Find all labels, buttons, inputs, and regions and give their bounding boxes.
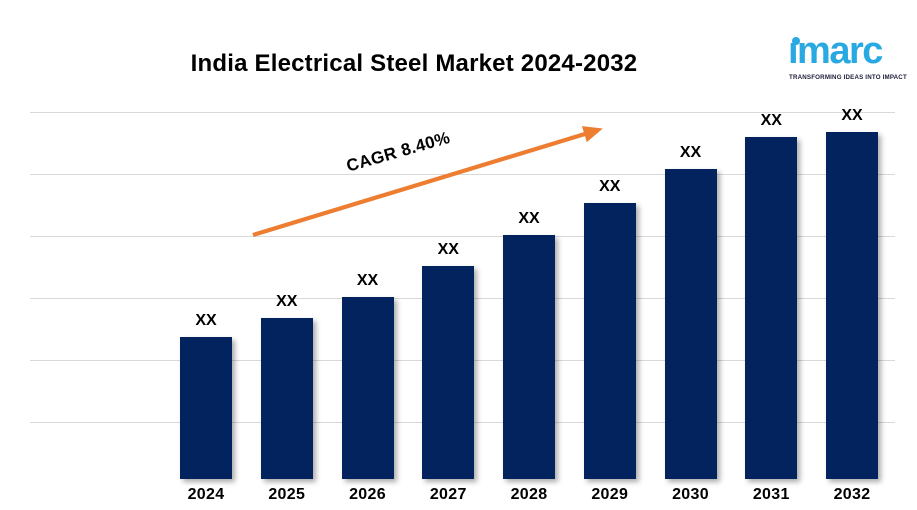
bar-2025 xyxy=(260,318,313,479)
logo-i-dot-icon xyxy=(792,37,800,45)
gridline xyxy=(30,112,895,113)
x-tick-2024: 2024 xyxy=(187,486,225,503)
x-tick-2028: 2028 xyxy=(510,486,548,503)
value-label-2027: XX xyxy=(437,241,459,258)
value-label-2029: XX xyxy=(599,178,621,195)
x-tick-2027: 2027 xyxy=(429,486,467,503)
value-label-2030: XX xyxy=(679,144,702,161)
x-tick-2026: 2026 xyxy=(349,486,386,503)
bar-2032 xyxy=(826,132,878,479)
bar-2029 xyxy=(583,203,636,479)
bar-2030 xyxy=(664,169,717,479)
cagr-label: CAGR 8.40% xyxy=(344,127,453,176)
imarc-logo: ımarc TRANSFORMING IDEAS INTO IMPACT xyxy=(0,0,917,100)
value-label-2031: XX xyxy=(760,112,782,129)
value-label-2024: XX xyxy=(195,312,217,329)
bar-2028 xyxy=(503,235,555,479)
x-tick-2029: 2029 xyxy=(591,486,629,503)
x-tick-2031: 2031 xyxy=(752,486,790,503)
bar-2024 xyxy=(180,337,232,479)
value-label-2026: XX xyxy=(356,272,379,289)
x-tick-2030: 2030 xyxy=(672,486,709,503)
logo-wordmark: ımarc xyxy=(788,30,883,72)
x-tick-2032: 2032 xyxy=(833,486,871,503)
logo-tagline: TRANSFORMING IDEAS INTO IMPACT xyxy=(789,74,907,81)
page-title: India Electrical Steel Market 2024-2032 xyxy=(190,50,638,77)
value-label-2032: XX xyxy=(841,107,863,124)
x-tick-2025: 2025 xyxy=(268,486,306,503)
bar-2031 xyxy=(745,137,798,479)
value-label-2025: XX xyxy=(276,293,298,310)
value-label-2028: XX xyxy=(518,210,540,227)
bar-2027 xyxy=(422,266,475,479)
bar-2026 xyxy=(341,297,394,479)
